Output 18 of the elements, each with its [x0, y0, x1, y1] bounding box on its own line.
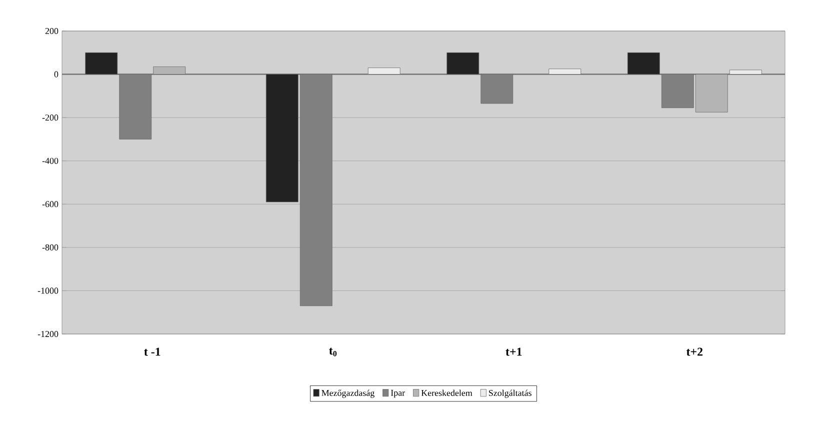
- y-tick-label: -1000: [38, 288, 58, 294]
- y-tick-label: -400: [42, 158, 58, 164]
- legend-label: Kereskedelem: [421, 390, 472, 396]
- bar: [368, 68, 400, 74]
- y-tick-label: -800: [42, 244, 58, 250]
- legend-label: Ipar: [390, 390, 405, 398]
- y-tick-label: -600: [42, 201, 58, 208]
- x-tick-label: t -1: [144, 348, 160, 356]
- y-tick-label: -200: [42, 114, 58, 121]
- x-tick-label: t$_{0}$: [329, 348, 337, 356]
- y-tick-label: -1200: [38, 330, 58, 338]
- bar: [548, 68, 582, 74]
- x-tick-label: t+1: [506, 348, 522, 356]
- x-tick-label: t+2: [686, 348, 703, 356]
- legend-label: Mezőgazdaság: [322, 390, 374, 398]
- y-tick-label: 200: [45, 28, 58, 34]
- legend-label: Szolgáltatás: [489, 390, 532, 398]
- y-tick-label: 0: [54, 71, 58, 78]
